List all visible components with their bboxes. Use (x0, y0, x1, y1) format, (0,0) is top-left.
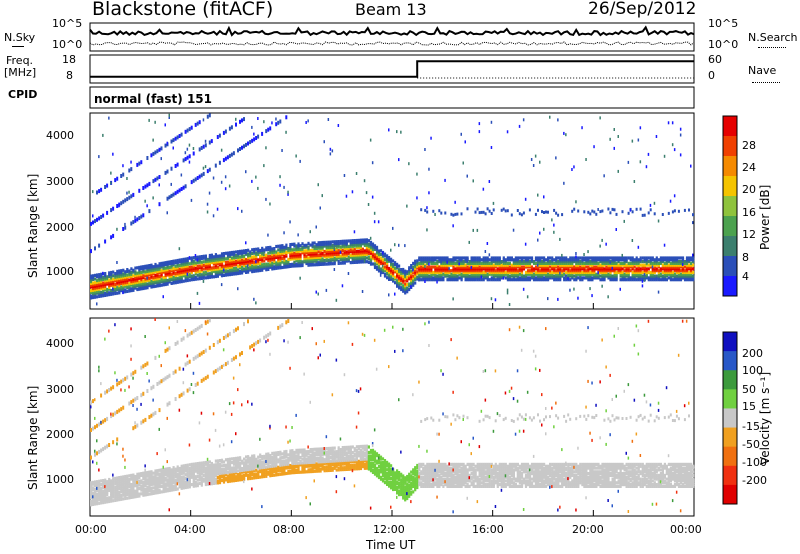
power-colorbar-segment (723, 196, 737, 217)
nave-label: Nave (748, 64, 777, 77)
vel-cbar-tick: 100 (742, 364, 763, 377)
velocity-colorbar-segment (723, 389, 737, 409)
power-colorbar-segment (723, 256, 737, 277)
power-cbar-tick: 16 (742, 206, 756, 219)
chart-title-station: Blackstone (fitACF) (92, 0, 274, 20)
freq-panel-frame (89, 54, 695, 84)
chart-title-date: 26/Sep/2012 (588, 0, 697, 19)
power-colorbar-segment (723, 216, 737, 237)
power-ytick: 1000 (46, 265, 74, 278)
velocity-colorbar-segment (723, 446, 737, 467)
velocity-ytick: 2000 (46, 428, 74, 441)
nsky-legend-line (12, 46, 24, 47)
vel-cbar-tick: 200 (742, 347, 763, 360)
velocity-colorbar-segment (723, 484, 737, 505)
noise-left-bottom-tick: 10^0 (52, 38, 83, 51)
nsky-label: N.Sky (4, 31, 36, 44)
freq-label: Freq. (6, 54, 34, 67)
velocity-colorbar-segment (723, 351, 737, 371)
power-ytick: 3000 (46, 175, 74, 188)
power-ytick: 2000 (46, 221, 74, 234)
xlabel: Time UT (366, 538, 416, 552)
nave-tick-top: 60 (708, 53, 722, 66)
chart-title-beam: Beam 13 (355, 0, 427, 19)
cpid-panel-frame (89, 86, 695, 109)
velocity-ytick: 4000 (46, 337, 74, 350)
power-colorbar-segment (723, 236, 737, 257)
power-ytick: 4000 (46, 129, 74, 142)
nave-tick-bottom: 0 (708, 69, 715, 82)
noise-right-top-tick: 10^5 (708, 17, 739, 30)
xtick: 00:00 (75, 523, 107, 536)
freq-unit-label: [MHz] (4, 66, 37, 79)
freq-series-line (90, 60, 694, 78)
nsearch-series-line (89, 41, 695, 46)
xtick: 20:00 (572, 523, 604, 536)
xtick: 00:00 (670, 523, 702, 536)
power-colorbar-frame (722, 115, 738, 297)
cpid-text: normal (fast) 151 (94, 92, 212, 106)
power-colorbar-segment (723, 116, 737, 137)
velocity-colorbar-segment (723, 332, 737, 352)
nsearch-legend-line (758, 47, 786, 48)
velocity-ytick: 3000 (46, 383, 74, 396)
noise-right-bottom-tick: 10^0 (708, 38, 739, 51)
xtick: 16:00 (472, 523, 504, 536)
velocity-colorbar-segment (723, 427, 737, 448)
power-colorbar-segment (723, 136, 737, 157)
power-colorbar-segment (723, 156, 737, 177)
noise-panel-frame (89, 22, 695, 52)
power-cbar-tick: 24 (742, 161, 756, 174)
freq-tick-bottom: 8 (66, 69, 73, 82)
power-cbar-tick: 4 (742, 270, 749, 283)
power-cbar-tick: 8 (742, 251, 749, 264)
power-colorbar-segment (723, 276, 737, 297)
velocity-colorbar-segment (723, 465, 737, 486)
xtick: 04:00 (174, 523, 206, 536)
power-heatmap-cells (90, 113, 695, 306)
cpid-label: CPID (8, 88, 38, 101)
xtick: 12:00 (373, 523, 405, 536)
power-colorbar-segment (723, 176, 737, 197)
velocity-ytick: 1000 (46, 473, 74, 486)
velocity-heatmap-cells (90, 318, 695, 514)
vel-cbar-tick: -200 (742, 474, 767, 487)
power-cbar-tick: 20 (742, 183, 756, 196)
vel-cbar-tick: -15 (742, 420, 760, 433)
velocity-colorbar-segment (723, 408, 737, 429)
noise-left-top-tick: 10^5 (52, 17, 83, 30)
nsearch-label: N.Search (748, 31, 798, 44)
freq-tick-top: 18 (62, 53, 76, 66)
power-cbar-tick: 12 (742, 228, 756, 241)
velocity-colorbar-frame (722, 331, 738, 505)
velocity-colorbar-segment (723, 370, 737, 390)
xtick: 08:00 (273, 523, 305, 536)
nsky-series-line (89, 25, 695, 37)
vel-cbar-tick: 15 (742, 400, 756, 413)
vel-cbar-tick: 50 (742, 383, 756, 396)
vel-cbar-tick: -50 (742, 438, 760, 451)
power-cbar-tick: 28 (742, 139, 756, 152)
nave-legend-line (752, 82, 780, 83)
vel-cbar-tick: -100 (742, 456, 767, 469)
